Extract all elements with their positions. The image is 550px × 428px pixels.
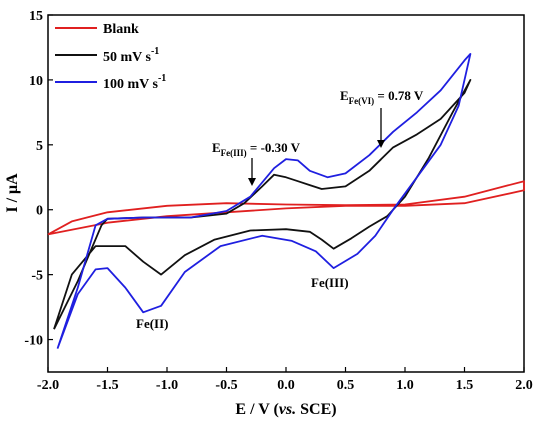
- legend-label-50mv: 50 mV s-1: [103, 46, 159, 65]
- x-tick-label: -2.0: [37, 378, 59, 393]
- annotation-fe2-peak-label: Fe(II): [136, 316, 169, 331]
- x-tick-label: -1.0: [156, 378, 178, 393]
- legend-label-50mv-text: 50 mV s: [103, 50, 152, 65]
- y-tick-label: -10: [24, 334, 43, 349]
- annotation-fe6-base: E: [340, 88, 349, 103]
- legend: Blank 50 mV s-1 100 mV s-1: [55, 22, 166, 92]
- annotation-fe3-potential: EFe(III) = -0.30 V: [212, 140, 301, 158]
- legend-label-100mv-text: 100 mV s: [103, 77, 159, 92]
- y-tick-label: -5: [31, 269, 43, 284]
- annotations: EFe(III) = -0.30 V EFe(VI) = 0.78 V Fe(I…: [136, 88, 424, 331]
- y-tick-label: 5: [36, 139, 43, 154]
- y-axis-ticks: -10 -5 0 5 10 15: [24, 9, 53, 349]
- series-line-2: [56, 53, 472, 349]
- x-tick-label: 1.0: [396, 378, 414, 393]
- annotation-fe6-value: = 0.78 V: [374, 88, 424, 103]
- series-layer: [47, 53, 525, 349]
- legend-label-50mv-sup: -1: [151, 46, 159, 57]
- y-tick-label: 15: [29, 9, 43, 24]
- y-tick-label: 10: [29, 74, 43, 89]
- y-axis-title: I / μA: [4, 173, 21, 213]
- x-axis-title: E / V (vs. SCE): [235, 401, 336, 418]
- y-tick-label: 0: [36, 204, 43, 219]
- series-line-1: [53, 79, 472, 330]
- annotation-fe6-sub: Fe(VI): [349, 96, 375, 106]
- annotation-fe6-potential: EFe(VI) = 0.78 V: [340, 88, 424, 106]
- annotation-fe6-arrow-head: [377, 140, 385, 148]
- x-axis-title-suffix: SCE): [296, 401, 336, 418]
- x-tick-label: -0.5: [215, 378, 237, 393]
- x-tick-label: 0.0: [277, 378, 295, 393]
- plot-frame: [47, 14, 525, 373]
- annotation-fe3-value: = -0.30 V: [247, 140, 301, 155]
- annotation-fe3-base: E: [212, 140, 221, 155]
- legend-label-100mv-sup: -1: [158, 73, 166, 84]
- legend-label-100mv: 100 mV s-1: [103, 73, 166, 92]
- x-tick-label: -1.5: [96, 378, 118, 393]
- legend-label-blank: Blank: [103, 22, 139, 37]
- x-tick-label: 2.0: [515, 378, 533, 393]
- x-axis-title-prefix: E / V (: [235, 401, 278, 418]
- annotation-fe3-sub: Fe(III): [221, 148, 247, 158]
- annotation-fe3-arrow-head: [248, 178, 256, 186]
- annotation-fe3-peak-label: Fe(III): [311, 275, 349, 290]
- x-tick-label: 0.5: [337, 378, 355, 393]
- x-tick-label: 1.5: [456, 378, 474, 393]
- series-line-0: [47, 180, 525, 236]
- x-axis-ticks: -2.0 -1.5 -1.0 -0.5 0.0 0.5 1.0 1.5 2.0: [37, 367, 533, 393]
- x-axis-title-italic: vs.: [279, 401, 296, 418]
